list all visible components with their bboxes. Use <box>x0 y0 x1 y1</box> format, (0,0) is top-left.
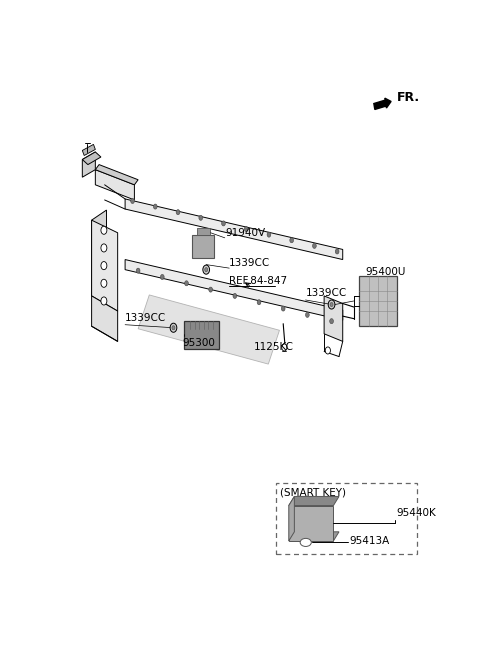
Text: 1339CC: 1339CC <box>229 258 271 268</box>
Polygon shape <box>183 321 219 349</box>
Ellipse shape <box>300 539 312 546</box>
Polygon shape <box>83 152 101 165</box>
Circle shape <box>101 226 107 234</box>
Circle shape <box>257 300 261 305</box>
Circle shape <box>203 265 210 274</box>
Circle shape <box>154 204 157 209</box>
Text: 1339CC: 1339CC <box>305 288 347 298</box>
Text: 95400U: 95400U <box>365 267 406 277</box>
Text: (SMART KEY): (SMART KEY) <box>280 488 346 498</box>
Polygon shape <box>125 260 343 320</box>
Circle shape <box>204 268 208 272</box>
Circle shape <box>281 306 285 311</box>
Circle shape <box>199 215 203 220</box>
Circle shape <box>101 279 107 287</box>
Polygon shape <box>96 170 134 200</box>
Circle shape <box>282 344 287 351</box>
Polygon shape <box>192 236 215 258</box>
Text: 95413A: 95413A <box>349 537 389 546</box>
Polygon shape <box>96 165 138 185</box>
Text: 95440K: 95440K <box>396 508 436 518</box>
Polygon shape <box>196 228 210 236</box>
Polygon shape <box>289 497 294 541</box>
Circle shape <box>335 249 339 254</box>
Circle shape <box>131 198 134 203</box>
Circle shape <box>185 281 188 286</box>
Polygon shape <box>324 296 343 341</box>
Text: FR.: FR. <box>396 91 420 104</box>
Circle shape <box>330 319 334 323</box>
Circle shape <box>305 312 309 318</box>
Circle shape <box>233 293 237 298</box>
Circle shape <box>101 244 107 252</box>
Polygon shape <box>83 152 96 177</box>
Text: 1339CC: 1339CC <box>125 313 167 323</box>
Circle shape <box>101 262 107 270</box>
Circle shape <box>176 210 180 215</box>
Circle shape <box>267 232 271 237</box>
Circle shape <box>325 347 330 354</box>
Circle shape <box>172 326 175 330</box>
Text: 91940V: 91940V <box>226 228 265 238</box>
Circle shape <box>209 287 213 292</box>
Text: 1125KC: 1125KC <box>253 342 293 352</box>
Polygon shape <box>92 296 118 341</box>
Polygon shape <box>92 210 107 296</box>
Polygon shape <box>289 532 339 541</box>
Polygon shape <box>360 276 396 326</box>
Text: 95300: 95300 <box>183 338 216 348</box>
Circle shape <box>244 226 248 232</box>
Polygon shape <box>289 497 339 506</box>
FancyArrow shape <box>374 98 391 110</box>
Polygon shape <box>289 506 334 541</box>
Circle shape <box>328 300 335 309</box>
Polygon shape <box>92 220 118 311</box>
Circle shape <box>222 221 225 226</box>
Polygon shape <box>125 199 343 260</box>
Polygon shape <box>138 295 279 364</box>
Circle shape <box>136 268 140 273</box>
Polygon shape <box>83 144 96 155</box>
Circle shape <box>170 323 177 333</box>
Circle shape <box>330 302 333 306</box>
Circle shape <box>290 237 294 243</box>
Circle shape <box>312 243 316 249</box>
Text: REF.84-847: REF.84-847 <box>229 276 288 286</box>
FancyBboxPatch shape <box>276 483 417 554</box>
Circle shape <box>160 274 164 279</box>
Circle shape <box>101 297 107 305</box>
